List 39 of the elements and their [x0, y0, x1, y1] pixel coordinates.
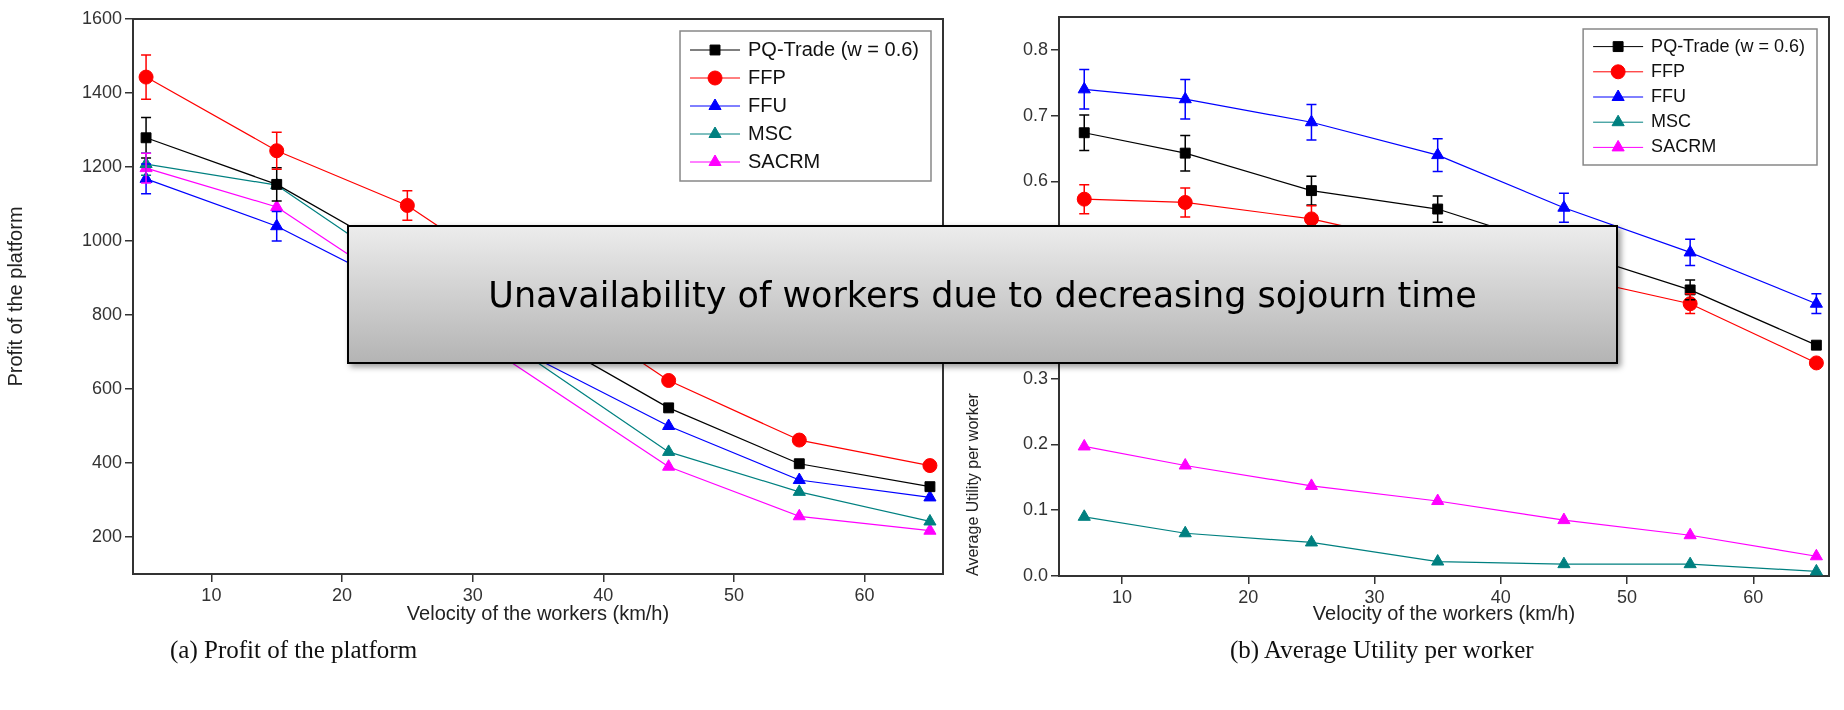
x-tick-label: 20 [332, 584, 353, 605]
text: (a) Profit of the platform [170, 636, 418, 664]
legend-label: MSC [748, 121, 793, 144]
legend-label: FFP [1651, 60, 1686, 81]
y-axis-title: Average Utility per worker [964, 392, 982, 576]
y-tick-label: 400 [91, 451, 122, 472]
y-tick-label: 1600 [81, 7, 122, 28]
x-tick-label: 40 [1490, 586, 1511, 607]
legend-label: FFU [748, 93, 787, 116]
x-tick-label: 50 [1617, 586, 1638, 607]
x-tick-label: 20 [1238, 586, 1259, 607]
legend-label: PQ-Trade (w = 0.6) [1651, 35, 1806, 56]
legend-label: FFP [748, 65, 786, 88]
y-tick-label: 200 [91, 525, 122, 546]
x-tick-label: 10 [1112, 586, 1133, 607]
y-tick-label: 800 [91, 303, 122, 324]
legend-label: SACRM [748, 149, 821, 172]
y-tick-label: 0.2 [1022, 433, 1048, 454]
y-tick-label: 1000 [81, 229, 122, 250]
y-tick-label: 0.6 [1022, 170, 1048, 191]
x-tick-label: 60 [854, 584, 875, 605]
legend-label: SACRM [1651, 136, 1717, 157]
x-tick-label: 60 [1743, 586, 1764, 607]
y-tick-label: 600 [91, 377, 122, 398]
y-axis-title: Profit of the platform [3, 206, 26, 387]
text: (b) Average Utility per worker [1230, 636, 1534, 664]
callout-box: Unavailability of workers due to decreasing sojourn time [347, 225, 1618, 364]
legend-label: FFU [1651, 85, 1687, 106]
x-tick-label: 50 [723, 584, 744, 605]
y-tick-label: 1200 [81, 155, 122, 176]
legend-label: MSC [1651, 111, 1692, 132]
y-tick-label: 0.7 [1022, 104, 1048, 125]
y-tick-label: 0.8 [1022, 38, 1048, 59]
y-tick-label: 0.0 [1022, 564, 1048, 585]
y-tick-label: 0.1 [1022, 499, 1048, 520]
x-tick-label: 10 [201, 584, 222, 605]
legend-label: PQ-Trade (w = 0.6) [748, 37, 920, 60]
y-tick-label: 1400 [81, 81, 122, 102]
y-tick-label: 0.3 [1022, 367, 1048, 388]
